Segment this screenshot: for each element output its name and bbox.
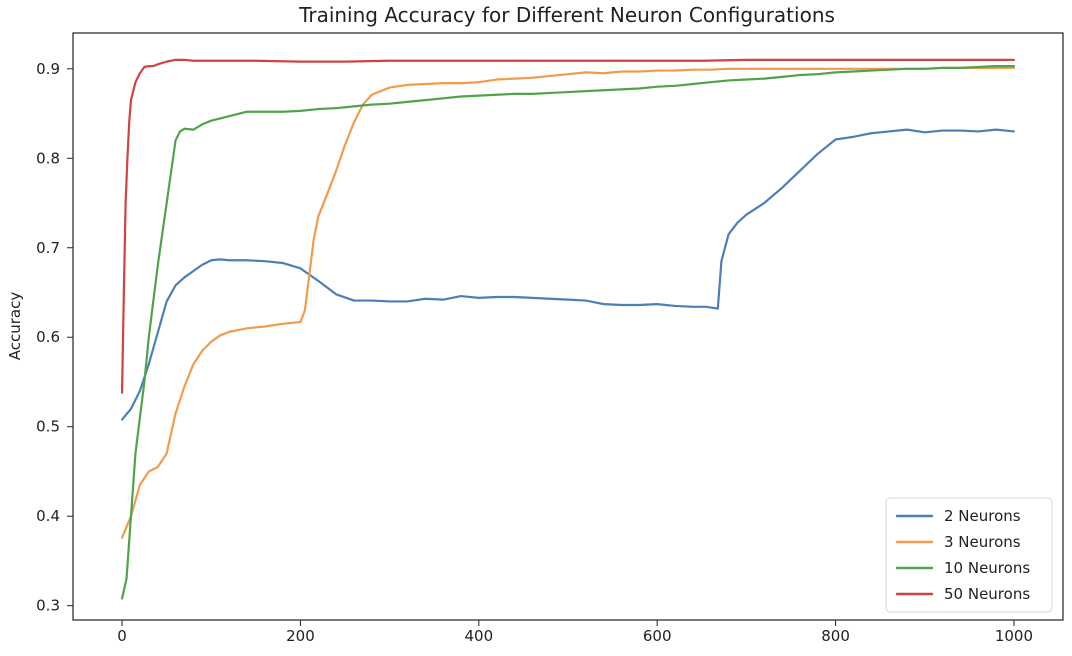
y-axis-label: Accuracy [6,292,24,361]
y-tick-label-0-4: 0.4 [36,507,60,525]
series-layer [120,58,1016,600]
y-tick-label-0-7: 0.7 [36,239,60,257]
legend-label-50-neurons: 50 Neurons [944,585,1030,603]
legend: 2 Neurons 3 Neurons 10 Neurons 50 Neurons [885,497,1053,613]
y-tick-label-0-8: 0.8 [36,149,60,167]
y-tick-label-0-6: 0.6 [36,328,60,346]
x-tick-label-200: 200 [286,627,315,645]
series-line-10-neurons [120,65,1016,600]
x-tick-label-400: 400 [464,627,493,645]
series-line-2-neurons [120,128,1016,421]
y-tick-label-0-9: 0.9 [36,60,60,78]
legend-label-10-neurons: 10 Neurons [944,559,1030,577]
x-tick-label-1000: 1000 [995,627,1033,645]
x-tick-label-800: 800 [821,627,850,645]
legend-box [885,497,1053,613]
plot-frame [72,32,1064,621]
x-tick-label-0: 0 [117,627,127,645]
series-line-50-neurons [120,58,1016,394]
chart-title: Training Accuracy for Different Neuron C… [298,3,835,27]
x-tick-label-600: 600 [643,627,672,645]
x-axis: 0 200 400 600 800 1000 [117,620,1033,645]
y-tick-label-0-3: 0.3 [36,597,60,615]
y-tick-label-0-5: 0.5 [36,418,60,436]
legend-label-3-neurons: 3 Neurons [944,533,1021,551]
series-line-3-neurons [120,66,1016,539]
legend-label-2-neurons: 2 Neurons [944,507,1021,525]
y-axis: 0.3 0.4 0.5 0.6 0.7 0.8 0.9 [36,60,73,615]
legend-items: 2 Neurons 3 Neurons 10 Neurons 50 Neurons [895,507,1030,603]
